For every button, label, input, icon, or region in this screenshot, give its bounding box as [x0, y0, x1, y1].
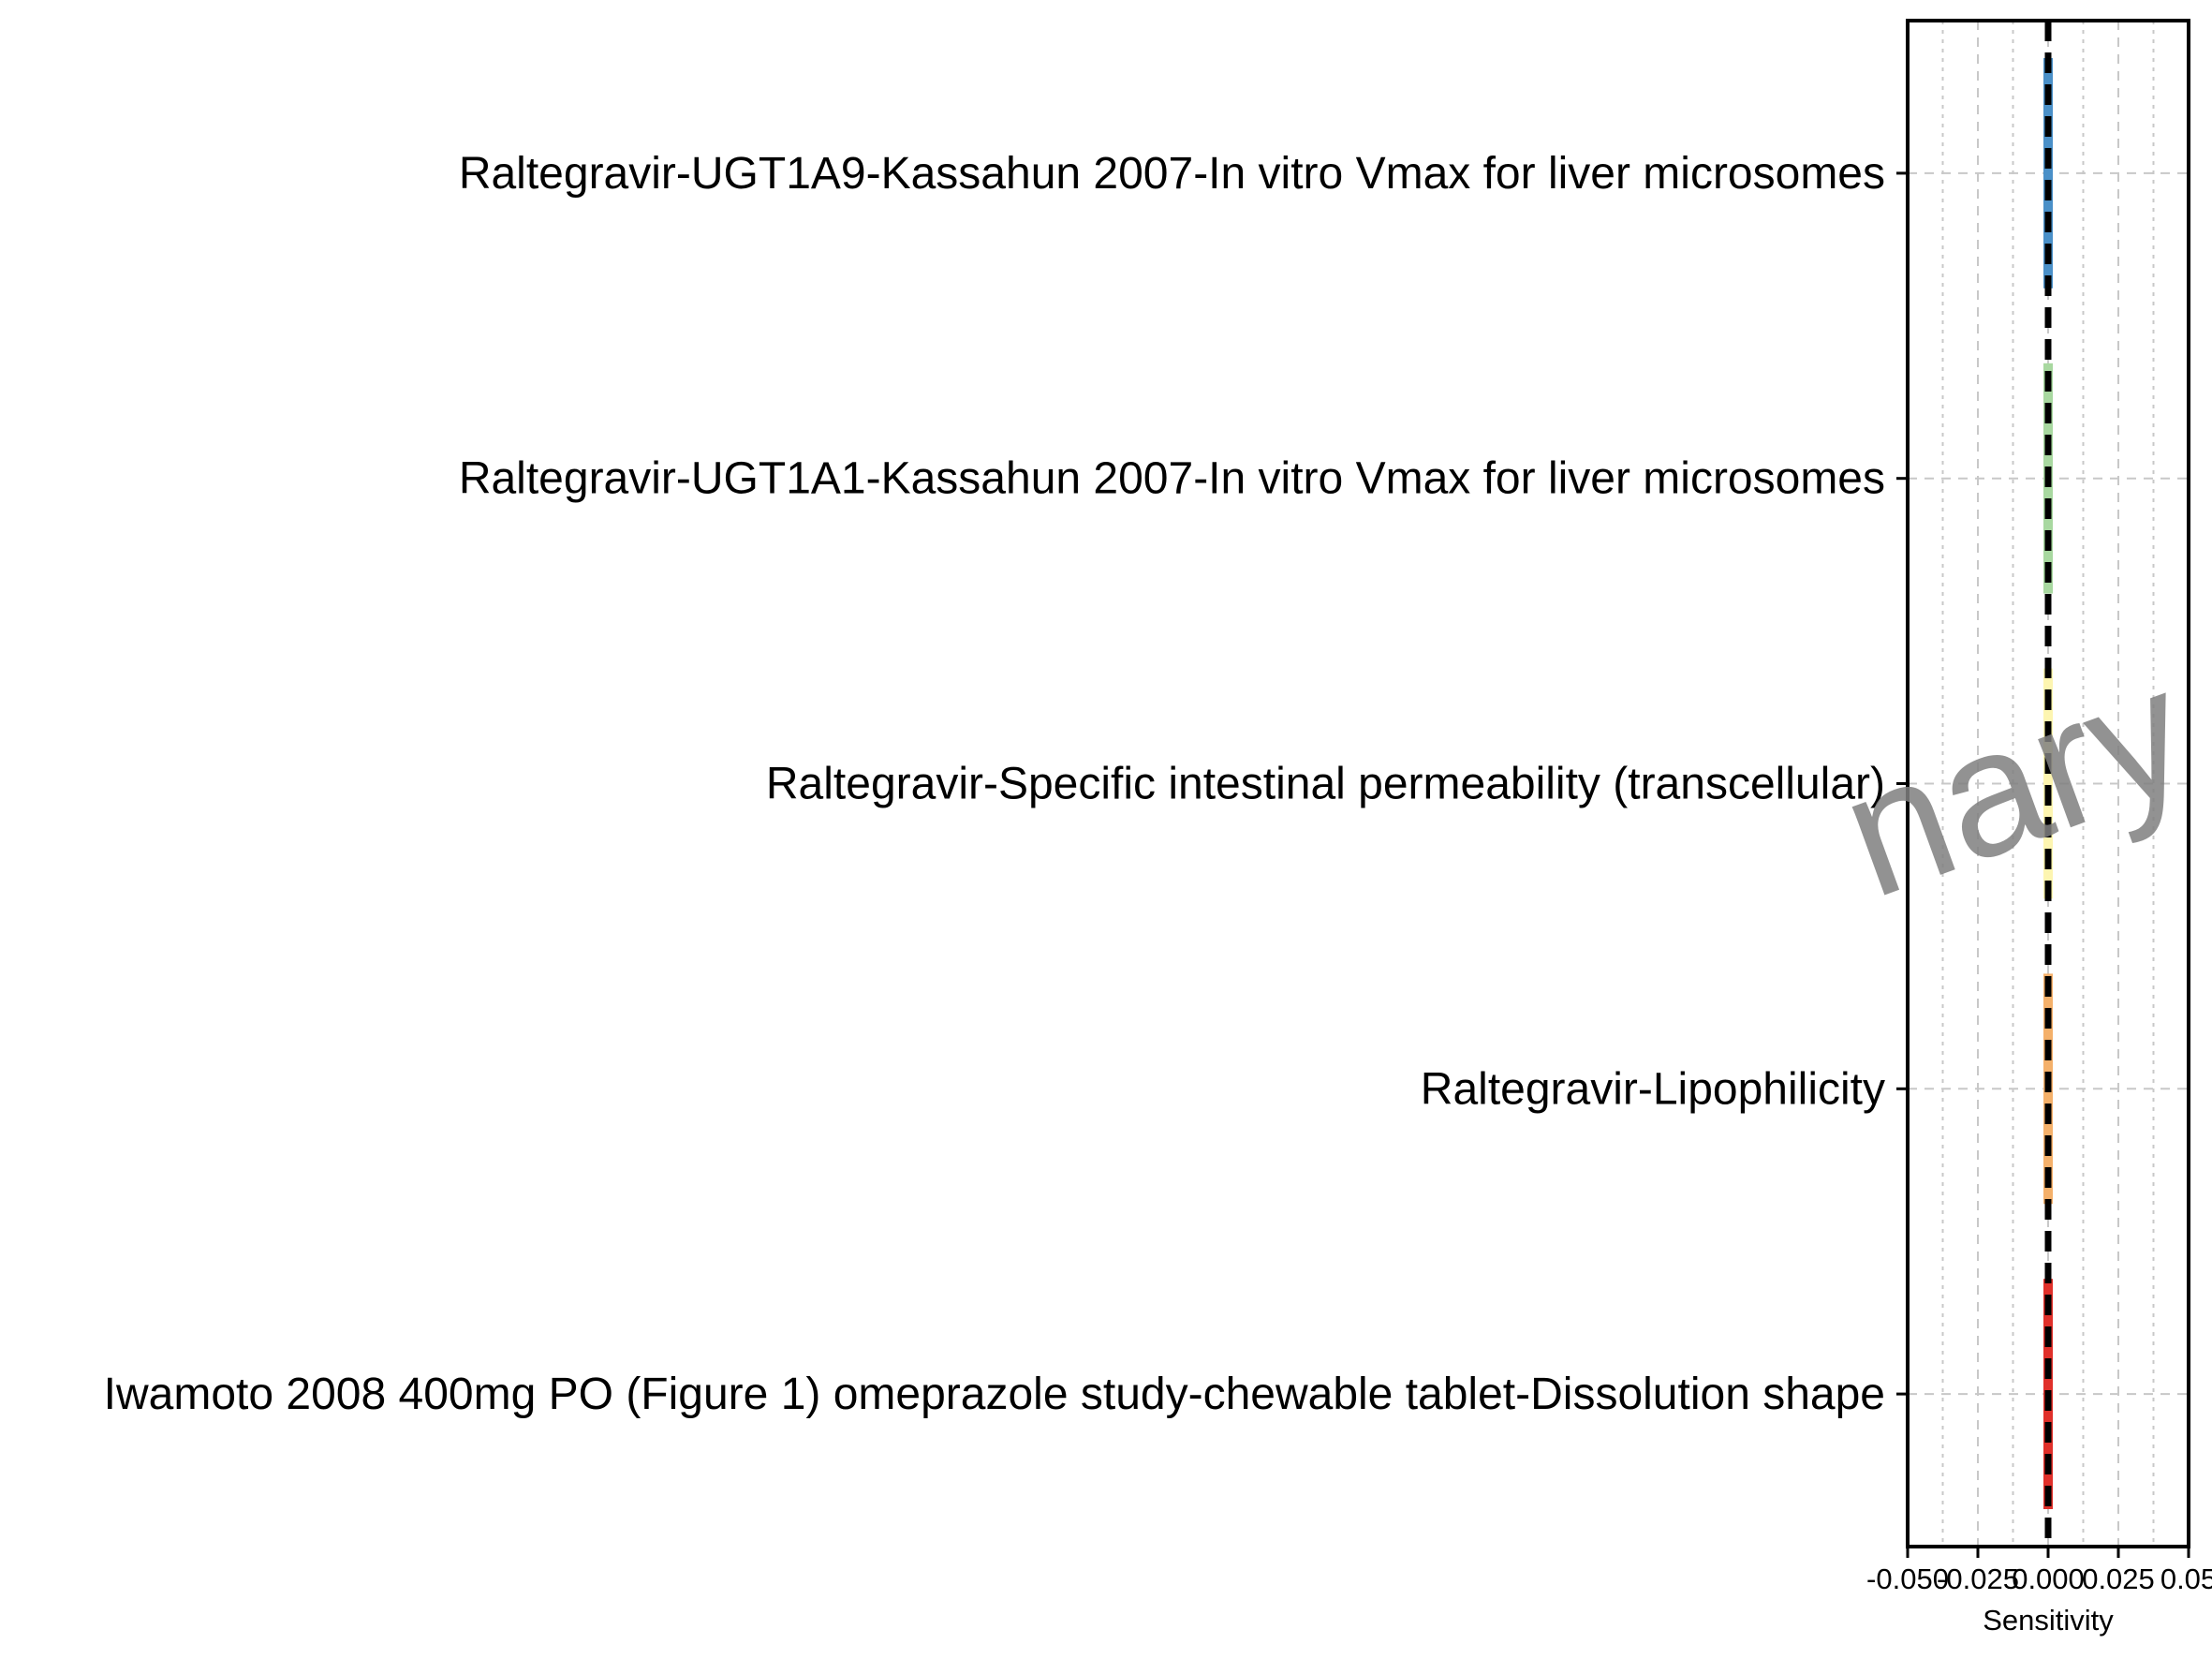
category-label: Raltegravir-UGT1A9-Kassahun 2007-In vitr… [459, 149, 1885, 199]
category-label: Iwamoto 2008 400mg PO (Figure 1) omepraz… [104, 1370, 1885, 1419]
sensitivity-bar [2043, 668, 2053, 899]
sensitivity-bar [2043, 58, 2053, 289]
x-axis-title: Sensitivity [1983, 1604, 2114, 1637]
x-tick-label: 0.025 [2082, 1563, 2155, 1595]
x-tick-label: 0.05 [2160, 1563, 2212, 1595]
y-axis-ticks [1896, 171, 1908, 1396]
category-label: Raltegravir-Specific intestinal permeabi… [766, 760, 1885, 809]
category-label: Raltegravir-UGT1A1-Kassahun 2007-In vitr… [459, 454, 1885, 504]
y-axis-labels: Raltegravir-UGT1A9-Kassahun 2007-In vitr… [104, 149, 1885, 1419]
x-tick-label: -0.050 [1866, 1563, 1949, 1595]
x-tick-label: -0.025 [1937, 1563, 2019, 1595]
category-label: Raltegravir-Lipophilicity [1421, 1064, 1885, 1114]
x-tick-label: 0.000 [2012, 1563, 2085, 1595]
watermark: nary a [1819, 580, 2212, 936]
